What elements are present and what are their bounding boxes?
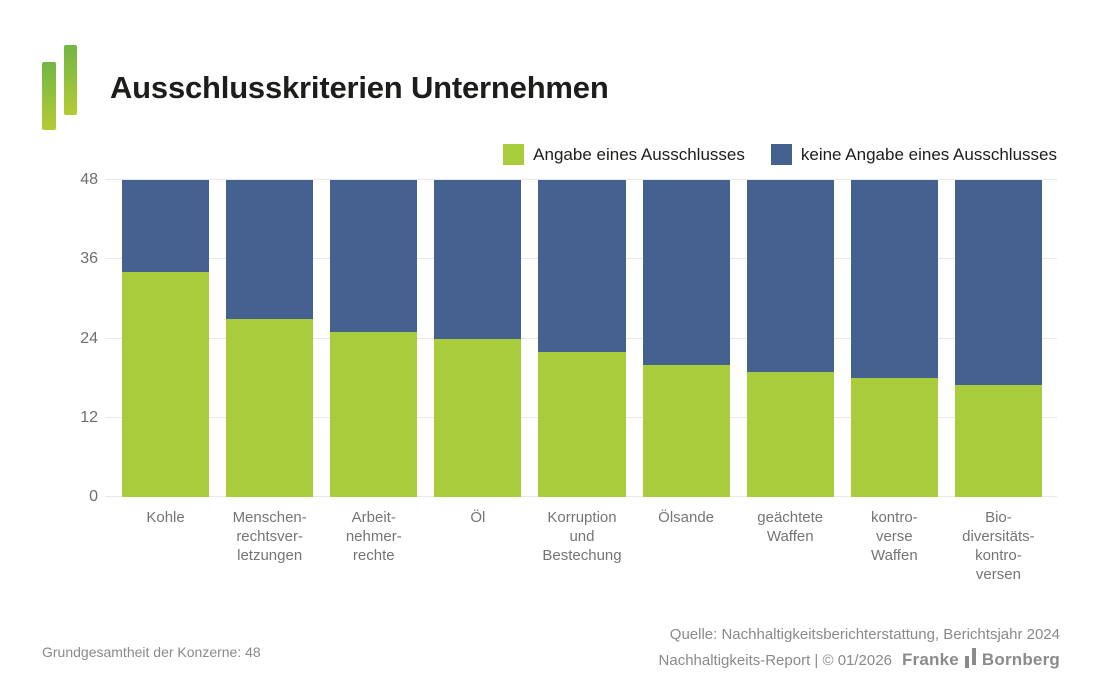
bar-segment-angabe	[954, 384, 1042, 497]
bar-segment-angabe	[642, 364, 730, 497]
bar-segment-keine-angabe	[226, 180, 314, 319]
bar-segment-angabe	[122, 272, 210, 497]
bar-segment-angabe	[330, 331, 418, 497]
category-label: Arbeit-nehmer-rechte	[345, 509, 402, 564]
y-tick-label: 36	[80, 250, 98, 268]
y-tick-label: 48	[80, 171, 98, 188]
legend-swatch-green	[503, 144, 525, 165]
category-label: Ölsande	[658, 509, 715, 526]
population-note: Grundgesamtheit der Konzerne: 48	[42, 644, 261, 660]
category-label: Öl	[470, 509, 486, 526]
logo-bar-left	[42, 62, 56, 130]
y-tick-label: 24	[80, 329, 98, 347]
bar-column	[226, 180, 314, 497]
bar-column	[642, 180, 730, 497]
bar-segment-keine-angabe	[954, 180, 1042, 385]
bar-segment-keine-angabe	[330, 180, 418, 332]
bar-column	[330, 180, 418, 497]
bar-segment-angabe	[434, 338, 522, 497]
bar-segment-keine-angabe	[746, 180, 834, 372]
bar-column	[746, 180, 834, 497]
wordmark-bars-icon	[964, 648, 976, 668]
gridline	[105, 179, 1057, 180]
bar-segment-angabe	[226, 318, 314, 497]
y-tick-label: 12	[80, 408, 98, 426]
bar-segment-keine-angabe	[642, 180, 730, 365]
category-label: Korruption und Bestechung	[542, 509, 622, 564]
logo-bar-right	[64, 45, 77, 115]
legend-label-keine-angabe: keine Angabe eines Ausschlusses	[800, 144, 1057, 164]
franke-bornberg-wordmark: Franke Bornberg	[902, 647, 1060, 672]
report-line: Nachhaltigkeits-Report | © 01/2026 Franke…	[659, 647, 1060, 673]
y-tick-label: 0	[89, 488, 98, 505]
wordmark-second: Bornberg	[981, 650, 1060, 669]
page-title: Ausschlusskriterien Unternehmen	[110, 70, 609, 105]
plot-area	[105, 179, 1057, 497]
bar-segment-keine-angabe	[122, 180, 210, 273]
category-label: kontro-verse Waffen	[870, 509, 918, 564]
bar-column	[538, 180, 626, 497]
legend: Angabe eines Ausschlusses keine Angabe e…	[503, 144, 1057, 165]
bar-column	[850, 180, 938, 497]
bar-segment-keine-angabe	[850, 180, 938, 379]
category-label: Menschen-rechtsver-letzungen	[232, 509, 307, 564]
franke-bornberg-logo-icon	[42, 45, 82, 135]
bar-column	[434, 180, 522, 497]
legend-item-keine-angabe: keine Angabe eines Ausschlusses	[770, 144, 1057, 165]
y-axis: 0 12 24 36 48	[0, 171, 98, 505]
category-label: Kohle	[146, 509, 185, 526]
category-label: Bio-diversitäts-kontro-versen	[962, 509, 1035, 583]
bar-segment-angabe	[746, 371, 834, 497]
bar-column	[122, 180, 210, 497]
source-line: Quelle: Nachhaltigkeitsberichterstattung…	[669, 626, 1060, 643]
report-line-text: Nachhaltigkeits-Report | © 01/2026	[658, 652, 892, 669]
source-block: Quelle: Nachhaltigkeitsberichterstattung…	[659, 622, 1060, 673]
category-label: geächtete Waffen	[757, 509, 824, 545]
x-axis-labels: Kohle Menschen-rechtsver-letzungen Arbeit-…	[105, 508, 1057, 584]
bar-column	[954, 180, 1042, 497]
bars-row	[105, 180, 1057, 497]
legend-item-angabe: Angabe eines Ausschlusses	[503, 144, 745, 165]
legend-label-angabe: Angabe eines Ausschlusses	[533, 144, 745, 164]
bar-segment-angabe	[538, 351, 626, 497]
legend-swatch-blue	[770, 144, 792, 165]
bar-segment-angabe	[850, 378, 938, 497]
wordmark-first: Franke	[901, 650, 959, 669]
bar-segment-keine-angabe	[434, 180, 522, 339]
bar-segment-keine-angabe	[538, 180, 626, 352]
